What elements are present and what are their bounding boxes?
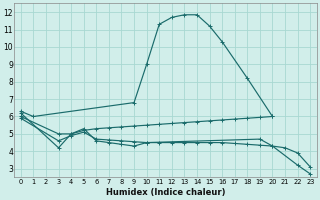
X-axis label: Humidex (Indice chaleur): Humidex (Indice chaleur) [106, 188, 225, 197]
